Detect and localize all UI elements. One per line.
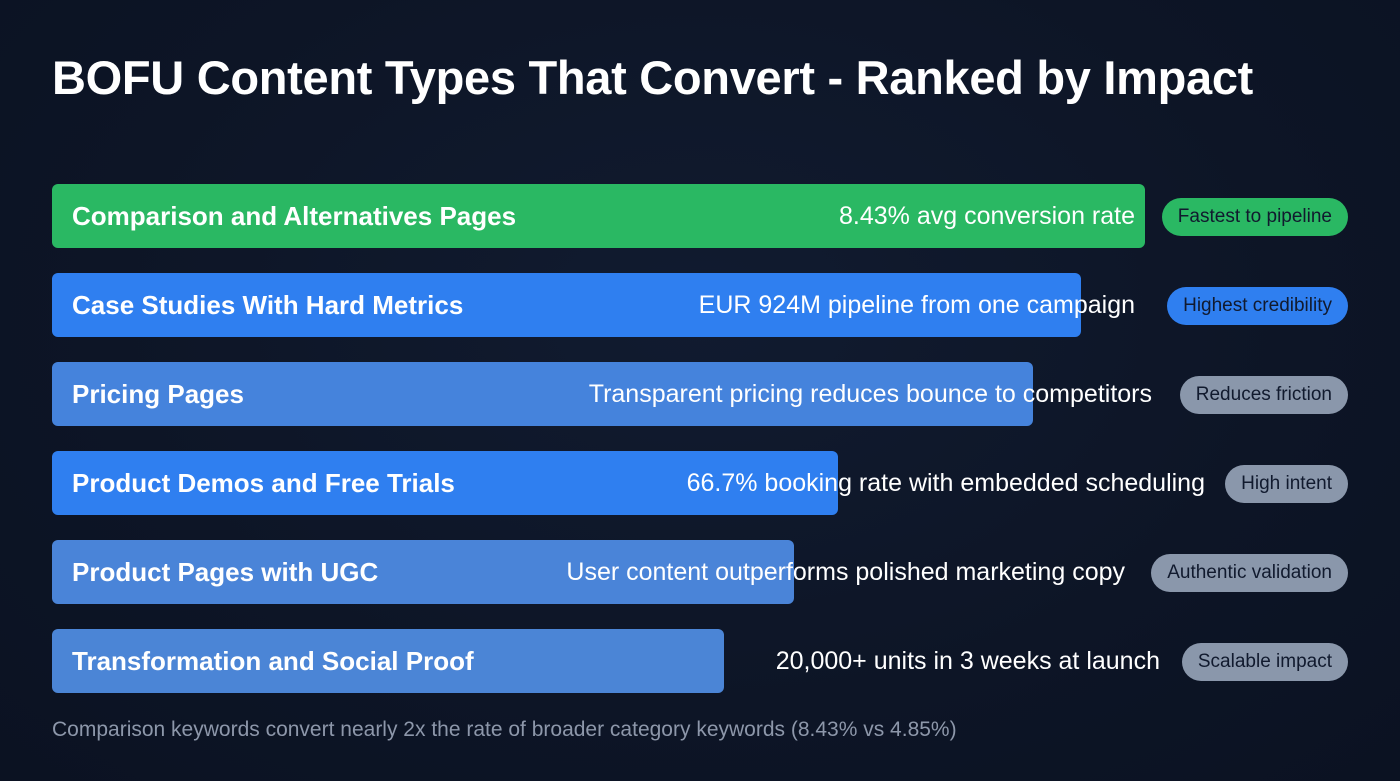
page-title: BOFU Content Types That Convert - Ranked… bbox=[52, 51, 1254, 104]
status-badge: Fastest to pipeline bbox=[1161, 198, 1348, 236]
metric-text: Transparent pricing reduces bounce to co… bbox=[588, 380, 1152, 408]
chart-row: Case Studies With Hard Metrics EUR 924M … bbox=[0, 273, 1400, 339]
metric-text: 66.7% booking rate with embedded schedul… bbox=[686, 469, 1205, 497]
bar-label: Pricing Pages bbox=[72, 379, 244, 409]
bar bbox=[52, 451, 838, 515]
chart-row: Product Demos and Free Trials 66.7% book… bbox=[0, 451, 1400, 517]
status-badge: Scalable impact bbox=[1181, 643, 1348, 681]
bar-label: Product Demos and Free Trials bbox=[72, 468, 455, 498]
bar bbox=[52, 540, 794, 604]
bar-label: Product Pages with UGC bbox=[72, 557, 379, 587]
bar bbox=[52, 273, 1081, 337]
chart-row: Comparison and Alternatives Pages 8.43% … bbox=[0, 184, 1400, 250]
bar bbox=[52, 362, 1033, 426]
metric-text: 20,000+ units in 3 weeks at launch bbox=[775, 647, 1160, 675]
chart-row: Transformation and Social Proof 20,000+ … bbox=[0, 629, 1400, 695]
metric-text: 8.43% avg conversion rate bbox=[838, 202, 1135, 230]
bar bbox=[52, 629, 724, 693]
bar-label: Transformation and Social Proof bbox=[72, 646, 474, 676]
metric-text: User content outperforms polished market… bbox=[566, 558, 1125, 586]
footnote: Comparison keywords convert nearly 2x th… bbox=[52, 718, 957, 741]
chart-row: Product Pages with UGC User content outp… bbox=[0, 540, 1400, 606]
status-badge: Authentic validation bbox=[1151, 554, 1348, 592]
bar-label: Comparison and Alternatives Pages bbox=[72, 201, 517, 231]
bar-label: Case Studies With Hard Metrics bbox=[72, 290, 464, 320]
status-badge: Highest credibility bbox=[1167, 287, 1348, 325]
status-badge: High intent bbox=[1225, 465, 1348, 503]
metric-text: EUR 924M pipeline from one campaign bbox=[698, 291, 1135, 319]
bar bbox=[52, 184, 1145, 248]
status-badge: Reduces friction bbox=[1179, 376, 1348, 414]
chart-row: Pricing Pages Transparent pricing reduce… bbox=[0, 362, 1400, 428]
